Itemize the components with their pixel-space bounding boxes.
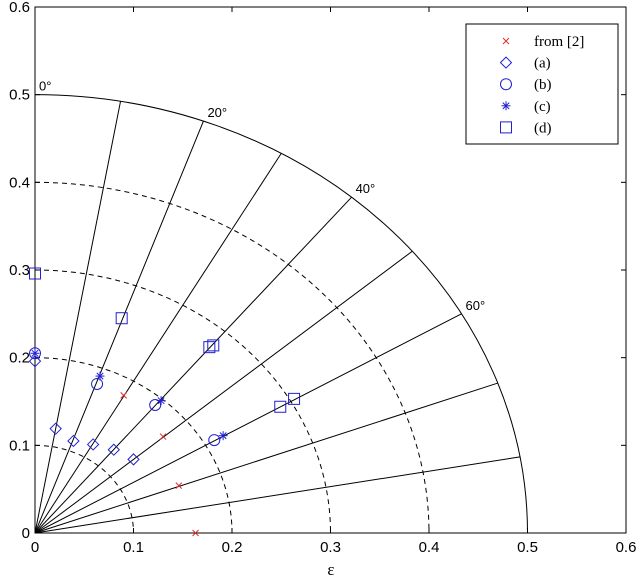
legend-label-4: (d) — [534, 120, 552, 136]
y-tick-label: 0.2 — [9, 350, 30, 367]
point-series0-3 — [192, 529, 199, 537]
point-series1-1 — [49, 422, 62, 435]
angle-label-0: 0° — [39, 79, 51, 94]
y-tick-label: 0.5 — [9, 87, 30, 104]
x-axis-title: ε — [327, 560, 334, 579]
legend-marker-0 — [502, 37, 510, 45]
legend-marker-4 — [500, 121, 512, 134]
point-series1-2 — [67, 434, 80, 448]
x-tick-label: 0.3 — [320, 539, 341, 556]
point-series4-2 — [203, 341, 216, 354]
y-tick-label: 0.6 — [9, 0, 30, 16]
point-series4-5 — [288, 392, 301, 405]
point-series4-1 — [115, 312, 128, 325]
x-tick-label: 0 — [31, 539, 39, 556]
angle-ray-70 — [34, 382, 498, 534]
x-tick-label: 0.4 — [419, 539, 440, 556]
angle-label-20: 20° — [207, 105, 227, 120]
point-series3-1 — [95, 371, 105, 381]
point-series1-5 — [127, 453, 140, 466]
point-series2-3 — [208, 434, 221, 447]
outer-radius-arc — [34, 94, 528, 534]
angle-label-60: 60° — [466, 298, 486, 313]
point-series2-0 — [29, 347, 41, 360]
legend-marker-3 — [501, 101, 511, 111]
point-series4-3 — [207, 339, 220, 352]
legend-marker-1 — [499, 56, 513, 69]
legend-label-3: (c) — [534, 99, 551, 115]
angle-ray-10 — [34, 101, 122, 534]
y-tick-label: 0 — [22, 525, 30, 542]
point-series0-2 — [175, 482, 183, 490]
point-series1-4 — [107, 443, 121, 456]
point-series4-4 — [274, 400, 287, 413]
x-tick-label: 0.1 — [123, 539, 144, 556]
point-series3-2 — [156, 396, 166, 406]
legend-label-2: (b) — [534, 77, 552, 93]
angle-ray-50 — [34, 250, 413, 534]
angle-label-40: 40° — [356, 181, 376, 196]
point-series0-1 — [159, 433, 167, 440]
angle-ray-20 — [34, 120, 204, 534]
dashed-radius-arc — [34, 269, 331, 534]
x-tick-label: 0.6 — [616, 539, 637, 556]
angle-ray-30 — [34, 153, 282, 534]
point-series1-0 — [28, 354, 42, 368]
angle-ray-40 — [34, 196, 352, 534]
y-tick-label: 0.1 — [9, 437, 30, 454]
legend-box — [465, 23, 619, 145]
dashed-radius-arc — [34, 444, 134, 534]
point-series3-0 — [30, 348, 40, 358]
y-tick-label: 0.4 — [9, 174, 30, 191]
angle-ray-80 — [34, 456, 521, 534]
legend-marker-2 — [500, 78, 512, 91]
legend-label-1: (a) — [534, 56, 551, 72]
dashed-radius-arc — [34, 357, 233, 534]
point-series3-3 — [218, 431, 228, 441]
point-series4-0 — [29, 267, 41, 280]
legend-label-0: from [2] — [534, 34, 584, 50]
angle-ray-60 — [34, 313, 462, 534]
x-tick-label: 0.2 — [222, 539, 243, 556]
y-tick-label: 0.3 — [9, 262, 30, 279]
point-series0-0 — [120, 392, 128, 399]
x-tick-label: 0.5 — [517, 539, 538, 556]
dashed-radius-arc — [34, 181, 430, 534]
point-series1-3 — [86, 438, 100, 451]
